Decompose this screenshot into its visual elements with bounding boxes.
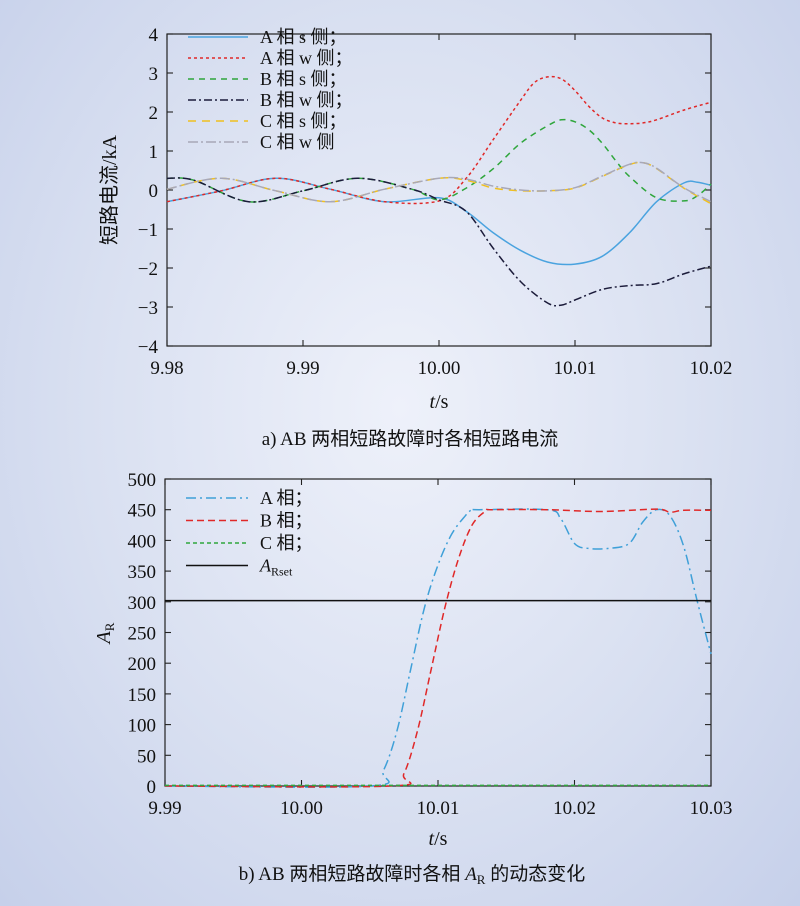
x-tick-label: 10.00 (280, 798, 323, 819)
x-tick-label: 10.01 (554, 358, 597, 379)
chart-b-ticks: 9.99 10.00 10.01 10.02 10.03 0 50 100 150 200 250 3… (128, 470, 733, 819)
chart-b: 9.99 10.00 10.01 10.02 10.03 0 50 100 150 200 250 3… (93, 470, 732, 887)
y-tick-label: 4 (149, 25, 159, 46)
y-tick-label: 0 (147, 777, 157, 798)
legend-label-2: B 相 s 侧； (260, 69, 347, 89)
y-tick-label: 150 (128, 685, 157, 706)
chart-b-ylabel: AR (93, 622, 117, 645)
y-tick-label: −2 (138, 259, 158, 280)
legend-label-0: A 相； (260, 488, 313, 508)
x-tick-label: 9.99 (148, 798, 181, 819)
chart-b-lines (164, 508, 712, 788)
series-line-3 (166, 177, 712, 307)
chart-a-plot-area (166, 33, 712, 347)
legend-label-0: A 相 s 侧； (260, 27, 347, 47)
chart-a: 9.98 9.99 10.00 10.01 10.02 −4 −3 −2 −1 0 1 2 3 4 A 相… (98, 25, 732, 450)
legend-label-1: B 相； (260, 511, 313, 531)
y-tick-label: −4 (138, 337, 159, 358)
y-tick-label: 200 (128, 654, 157, 675)
y-tick-label: −1 (138, 220, 158, 241)
y-tick-label: 50 (137, 746, 156, 767)
chart-b-caption: b) AB 两相短路故障时各相 AR 的动态变化 (239, 863, 585, 887)
y-tick-label: 350 (128, 562, 157, 583)
series-line-5 (166, 161, 712, 203)
y-tick-label: 250 (128, 624, 157, 645)
x-tick-label: 9.98 (150, 358, 183, 379)
chart-a-lines (166, 75, 712, 307)
x-tick-label: 10.02 (553, 798, 596, 819)
y-tick-label: 400 (128, 531, 157, 552)
y-tick-label: 100 (128, 716, 157, 737)
legend-label-1: A 相 w 侧； (260, 48, 353, 68)
series-line-0 (166, 177, 712, 266)
x-tick-label: 10.00 (418, 358, 461, 379)
chart-a-ticks: 9.98 9.99 10.00 10.01 10.02 −4 −3 −2 −1 0 1 2 3 4 (138, 25, 733, 379)
series-line-2 (166, 118, 712, 203)
x-tick-label: 10.01 (417, 798, 460, 819)
legend-label-3: B 相 w 侧； (260, 90, 353, 110)
x-tick-label: 9.99 (286, 358, 319, 379)
legend-label-4: C 相 s 侧； (260, 111, 347, 131)
x-tick-label: 10.02 (690, 358, 733, 379)
y-tick-label: −3 (138, 298, 158, 319)
y-tick-label: 450 (128, 501, 157, 522)
legend-label-5: C 相 w 侧 (260, 132, 335, 152)
legend-label-3: ARset (259, 556, 293, 579)
chart-a-ylabel: 短路电流/kA (98, 134, 121, 245)
series-line-0 (164, 508, 712, 788)
y-tick-label: 300 (128, 593, 157, 614)
chart-a-xlabel: t/s (430, 391, 449, 413)
y-tick-label: 3 (149, 64, 159, 85)
chart-b-legend: A 相； B 相；C 相； ARset (186, 488, 313, 579)
chart-a-caption: a) AB 两相短路故障时各相短路电流 (262, 428, 559, 450)
series-line-1 (164, 508, 712, 788)
series-line-1 (166, 75, 712, 205)
chart-b-xlabel: t/s (429, 828, 448, 850)
y-tick-label: 1 (149, 142, 159, 163)
y-tick-label: 2 (149, 103, 159, 124)
chart-b-plot-area (164, 478, 712, 787)
x-tick-label: 10.03 (690, 798, 733, 819)
y-tick-label: 500 (128, 470, 157, 491)
legend-label-2: C 相； (260, 533, 313, 553)
y-tick-label: 0 (149, 181, 159, 202)
chart-a-legend: A 相 s 侧；A 相 w 侧；B 相 s 侧；B 相 w 侧；C 相 s 侧；… (188, 27, 353, 152)
